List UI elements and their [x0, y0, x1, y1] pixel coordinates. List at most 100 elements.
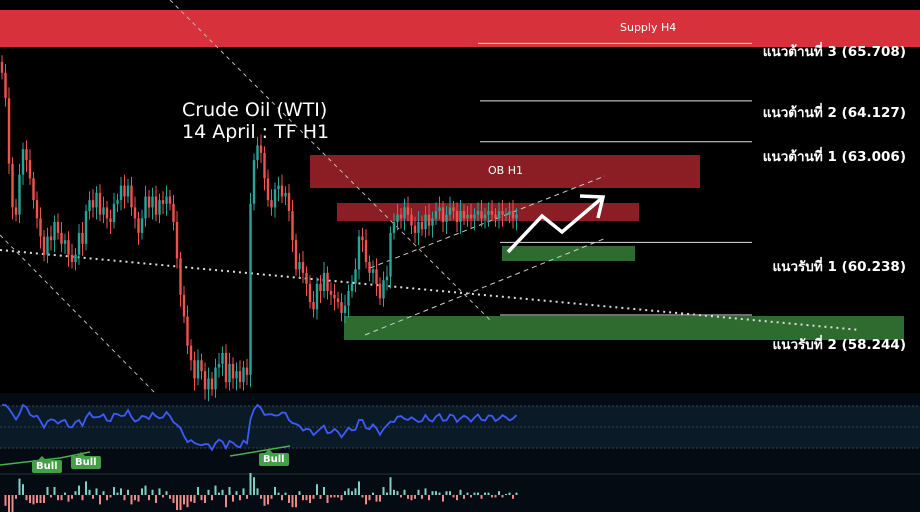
histogram-bar [351, 491, 353, 495]
candle-body [389, 232, 392, 277]
histogram-bar [295, 495, 297, 508]
histogram-bar [487, 492, 490, 495]
candle-body [116, 200, 119, 204]
candle-body [396, 214, 399, 222]
candle-body [469, 214, 473, 219]
histogram-bar [361, 495, 364, 498]
histogram-bar [81, 495, 84, 501]
histogram-bar [200, 495, 203, 501]
histogram-bar [239, 495, 241, 501]
histogram-bar [480, 495, 483, 499]
histogram-bar [277, 492, 280, 495]
histogram-bar [274, 487, 276, 495]
histogram-bar [389, 477, 392, 495]
histogram-bar [470, 495, 472, 498]
histogram-bar [358, 481, 360, 495]
candle-body [130, 185, 133, 208]
histogram-bar [375, 495, 378, 502]
histogram-bar [106, 495, 108, 501]
histogram-bar [4, 495, 7, 506]
histogram-bar [162, 495, 164, 498]
histogram-bar [302, 495, 304, 501]
candle-body [242, 367, 245, 383]
candle-body [263, 152, 266, 179]
candle-body [504, 214, 508, 216]
candle-body [399, 214, 403, 219]
support-2-label: แนวรับที่ 2 (58.244) [772, 337, 906, 353]
candle-body [70, 254, 74, 262]
histogram-bar [155, 495, 157, 503]
candle-body [350, 283, 354, 292]
histogram-bar [43, 495, 45, 503]
histogram-bar [74, 491, 77, 495]
candle-body [501, 211, 504, 215]
candle-body [133, 207, 137, 219]
candle-body [403, 207, 406, 219]
candle-body [91, 200, 95, 208]
candle-body [326, 272, 329, 292]
histogram-bar [323, 487, 325, 495]
histogram-bar [263, 495, 266, 506]
histogram-bar [176, 495, 178, 510]
histogram-bar [309, 495, 311, 503]
histogram-bar [50, 495, 52, 498]
histogram-bar [501, 495, 504, 498]
candle-body [273, 189, 277, 208]
candle-body [214, 367, 217, 390]
histogram-bar [256, 488, 259, 495]
candle-body [280, 185, 284, 197]
histogram-bar [151, 489, 154, 495]
histogram-bar [515, 492, 518, 495]
histogram-bar [225, 495, 227, 508]
bull-badge-3: Bull [259, 449, 289, 466]
candle-body [4, 72, 7, 99]
candle-body [172, 203, 175, 222]
candle-body [95, 192, 98, 208]
histogram-bar [102, 491, 105, 495]
candle-body [179, 258, 182, 295]
candle-body [298, 262, 301, 270]
downtrend-line-2 [0, 234, 156, 394]
histogram-bar [113, 487, 115, 495]
histogram-bar [463, 495, 465, 499]
candle-body [42, 236, 46, 255]
candle-body [7, 98, 11, 164]
ob-h1-label: OB H1 [488, 164, 523, 177]
candle-body [308, 283, 312, 303]
candle-body [137, 218, 140, 233]
histogram-bar [403, 489, 406, 495]
histogram-bar [435, 491, 437, 495]
candle-body [392, 221, 396, 233]
candle-body [84, 211, 88, 244]
candle-body [119, 185, 123, 201]
candle-body [168, 196, 172, 204]
histogram-bar [417, 489, 420, 495]
candle-body [210, 378, 214, 390]
support-1-label: แนวรับที่ 1 (60.238) [772, 259, 906, 275]
histogram-bar [183, 495, 185, 505]
candle-body [343, 305, 347, 313]
candle-body [266, 178, 270, 201]
chart-subtitle: 14 April : TF H1 [182, 121, 330, 143]
candle-body [49, 236, 53, 241]
histogram-bar [71, 495, 73, 499]
candle-body [21, 149, 25, 175]
candle-body [417, 221, 420, 233]
candle-body [329, 291, 333, 295]
histogram-bar [218, 492, 220, 495]
candle-body [406, 207, 410, 215]
candle-body [294, 240, 298, 270]
histogram-bar [158, 488, 161, 495]
candle-body [284, 192, 287, 197]
resistance-3-label: แนวต้านที่ 3 (65.708) [762, 44, 906, 60]
histogram-bar [25, 495, 28, 501]
candle-body [231, 363, 235, 379]
histogram-bar [379, 495, 381, 502]
histogram-bar [344, 491, 346, 495]
candle-body [18, 174, 21, 215]
candle-body [340, 302, 343, 313]
candle-body [147, 196, 151, 208]
candle-body [140, 218, 144, 233]
candle-body [452, 207, 455, 212]
